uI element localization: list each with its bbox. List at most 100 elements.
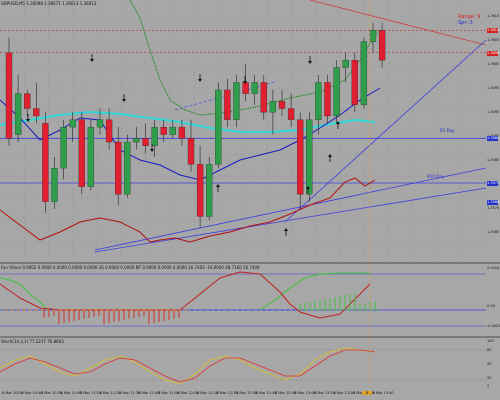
price-axis-label: 1.3570 [487,206,500,210]
candle-body [24,93,31,109]
candle-body [278,100,286,109]
indicator-1-dot [71,309,73,311]
level-label-r1: R1 Day [440,128,455,133]
indicator-2-axis-label: 100 [487,339,494,343]
indicator-1-dot [299,309,301,311]
indicator-1-dot [311,309,313,311]
level-label-r50: R50 Day [427,174,445,179]
candle-body [151,126,158,146]
indicator-2-axis-label: 50 [487,362,492,366]
candle-body [169,126,176,135]
time-axis-label: 8 Mar 12:50 [275,391,297,395]
indicator-1-dot [173,309,175,311]
candle-body [14,93,22,135]
price-axis-label: 1.3610 [487,14,500,18]
trendline-blue [94,167,486,251]
lower-red-line [0,177,376,243]
stochastic-main-line [0,347,376,385]
indicator-2-axis: 100 80 50 20 0 [486,338,500,390]
fractal-down-arrow-icon [150,144,154,152]
candle-body [378,30,386,61]
main-chart[interactable]: GBPUSD,M5 1.36098 1.36071 1.36013 1.3601… [0,0,486,262]
fractal-down-arrow-icon [243,76,247,84]
price-level-tag: 1.3608 [487,50,500,56]
time-axis-label: 8 Mar 12:30 [236,391,258,395]
indicator-2-canvas[interactable] [0,338,486,390]
candle-body [160,126,167,135]
fractal-up-arrow-icon [216,184,220,192]
indicator-1-dot [341,309,343,311]
price-axis-label: 1.3580 [487,158,500,162]
candle-body [124,141,131,195]
indicator-1-dot [83,309,85,311]
indicator-1-dot [191,309,193,311]
candle-body [251,82,258,94]
indicator-1-dot [53,309,55,311]
indicator-1-dot [155,309,157,311]
price-axis-label: 1.3585 [487,134,499,138]
candle-body [342,59,349,68]
pane-separator[interactable] [0,336,500,338]
indicator-1-axis-label: 0.0004 [487,266,500,270]
indicator-1-axis: 0.0004 0.00 -0.0001 [486,264,500,336]
indicator-1-dot [11,309,13,311]
indicator-2-axis-label: 20 [487,376,492,380]
indicator-1-dot [65,309,67,311]
indicator-pane-2[interactable]: Stoch(14,3,3) 77.2217 76.8603 [0,338,486,390]
time-axis-label: 8 Mar 11:20 [99,391,121,395]
price-axis-label: 1.3595 [487,86,500,90]
indicator-1-dot [77,309,79,311]
fractal-up-arrow-icon [336,121,340,129]
indicator-pane-1[interactable]: Fan Vision 0.0002 0.0000 0.0000 0.0000 0… [0,264,486,336]
time-axis-label: 8 Mar 2019 [2,391,22,395]
price-axis-label: 1.3605 [487,38,500,42]
indicator-1-dot [305,309,307,311]
indicator-2-axis-label: 0 [487,384,490,388]
indicator-1-dot [335,309,337,311]
indicator-1-dot [35,309,37,311]
fractal-up-arrow-icon [328,154,332,162]
fractal-down-arrow-icon [198,74,202,82]
candle-body [351,59,358,105]
fractal-down-arrow-icon [26,114,30,122]
time-axis-label: 8 Mar 11:00 [60,391,82,395]
indicator-1-canvas[interactable] [0,264,486,336]
indicator-1-dot [59,309,61,311]
indicator-1-dot [5,309,7,311]
indicator-1-dot [203,309,205,311]
indicator-1-dot [197,309,199,311]
candle-body [78,119,85,187]
time-axis-label: 8 Mar 13:40 [372,391,394,395]
price-level-tag: 1.3614 [487,28,500,34]
candle-body [69,119,76,128]
indicator-1-dot [275,309,277,311]
indicator-1-dot [347,309,349,311]
indicator-1-dot [269,309,271,311]
indicator-1-dot [89,309,91,311]
candle-body [133,138,140,143]
indicator-1-dot [149,309,151,311]
candle-body [287,108,295,120]
candle-body [215,89,222,165]
indicator-1-dot [293,309,295,311]
indicator-1-dot [161,309,163,311]
candle-body [233,82,240,120]
indicator-1-dot [323,309,325,311]
main-chart-canvas[interactable] [0,0,486,262]
indicator-1-dot [185,309,187,311]
pane-separator[interactable] [0,262,500,264]
indicator-1-axis-label: -0.0001 [487,324,500,328]
time-axis-label: 8 Mar 13:00 [294,391,316,395]
indicator-1-dot [95,309,97,311]
candle-body [297,119,304,195]
time-axis[interactable]: 8 Mar 2019 8 Mar 10:40 8 Mar 10:50 8 Mar 11… [0,390,500,400]
moving-average-blue [0,87,381,181]
time-axis-label: 8 Mar 10:40 [21,391,43,395]
candle-body [369,30,377,42]
candle-body [51,167,58,202]
candle-body [315,82,322,120]
time-axis-label: 8 Mar 11:50 [158,391,180,395]
candle-body [269,100,277,113]
price-axis[interactable]: 1.3610 1.3605 1.3600 1.3595 1.3590 1.3585 1.35… [486,0,500,262]
indicator-1-dot [113,309,115,311]
